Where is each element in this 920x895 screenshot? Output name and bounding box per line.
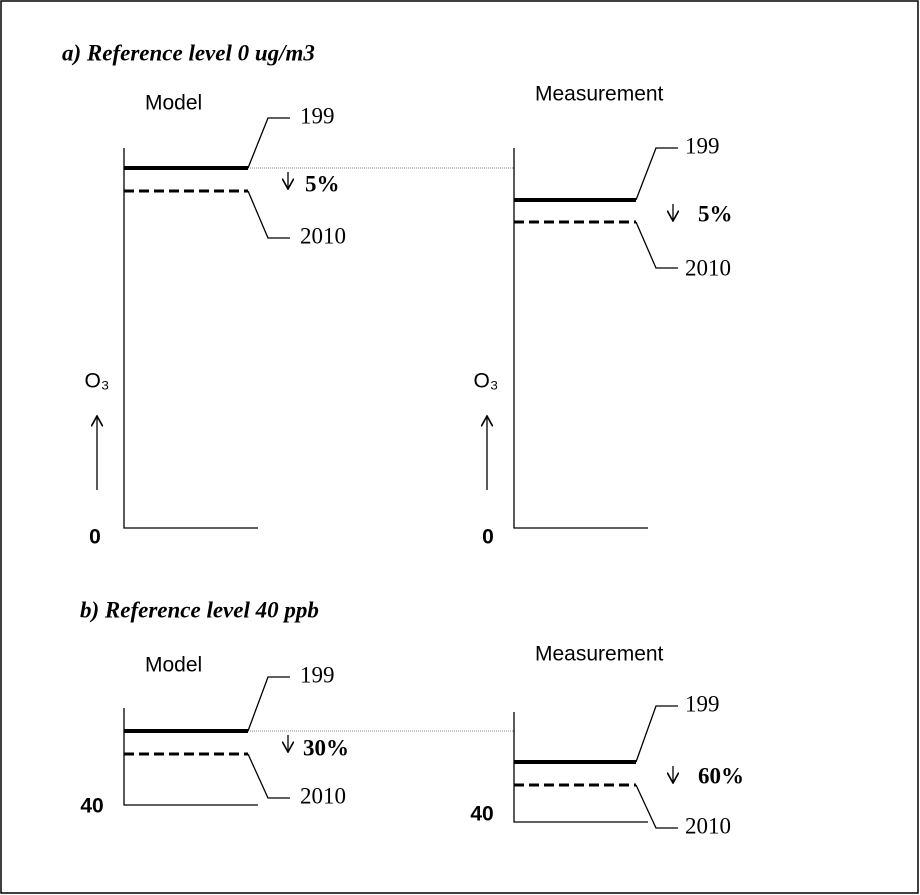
leader <box>247 676 290 732</box>
leader <box>635 147 678 201</box>
leader <box>247 190 290 239</box>
subpanel-label: Measurement <box>535 643 664 666</box>
axis <box>123 708 258 806</box>
subpanel-label: Model <box>145 654 202 677</box>
panel-title: a) Reference level 0 ug/m3 <box>62 40 315 65</box>
leader <box>635 705 678 763</box>
axis-origin: 0 <box>482 526 494 549</box>
axis-origin: 40 <box>80 795 103 818</box>
axis <box>513 712 648 823</box>
year-label: 2010 <box>300 783 346 808</box>
axis-origin: 0 <box>89 526 101 549</box>
year-label: 199 <box>300 103 335 128</box>
leader <box>635 784 678 829</box>
leader <box>247 753 290 799</box>
leader <box>635 221 678 269</box>
year-label: 2010 <box>685 255 731 280</box>
change-label: 5% <box>305 171 340 196</box>
change-label: 5% <box>698 201 733 226</box>
subpanel-label: Measurement <box>535 83 664 106</box>
axis-origin: 40 <box>470 803 493 826</box>
axis <box>513 148 648 529</box>
change-label: 30% <box>303 735 349 760</box>
axis-label: O₃ <box>85 370 110 393</box>
axis <box>123 148 258 529</box>
axis-label: O₃ <box>474 370 499 393</box>
leader <box>247 117 290 169</box>
year-label: 2010 <box>685 813 731 838</box>
year-label: 199 <box>300 662 335 687</box>
change-label: 60% <box>698 763 744 788</box>
panel-title: b) Reference level 40 ppb <box>80 597 319 622</box>
year-label: 199 <box>685 691 720 716</box>
subpanel-label: Model <box>145 92 202 115</box>
year-label: 2010 <box>300 223 346 248</box>
year-label: 199 <box>685 133 720 158</box>
